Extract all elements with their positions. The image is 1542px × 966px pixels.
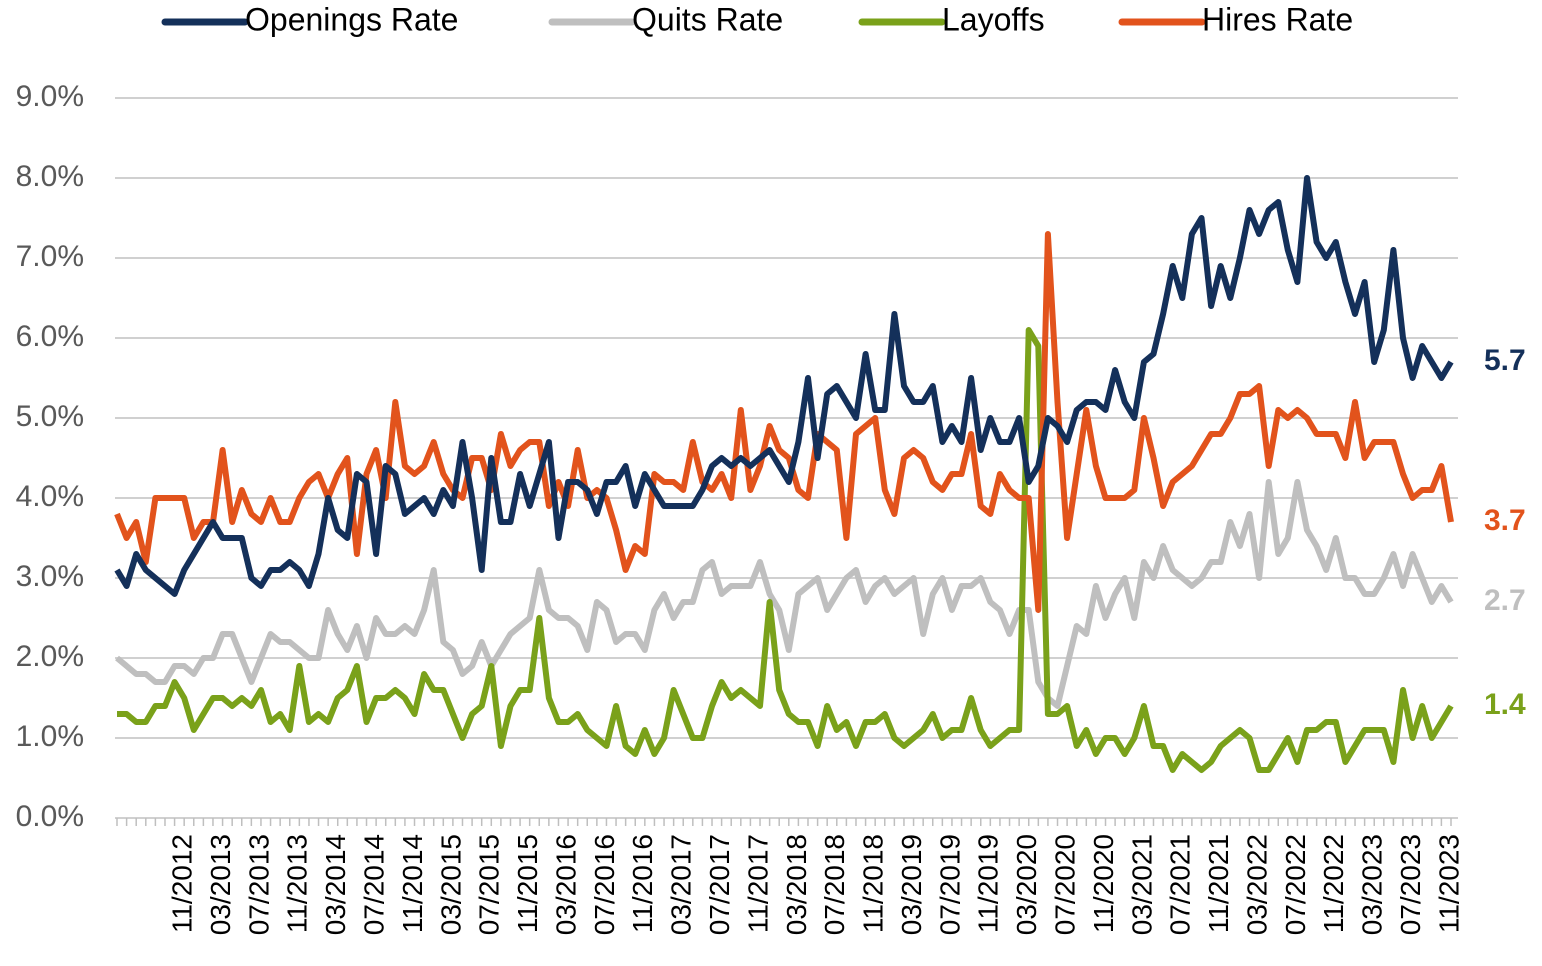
y-tick-label: 8.0% xyxy=(16,160,84,193)
legend-label: Hires Rate xyxy=(1202,1,1353,37)
series-line xyxy=(115,479,1454,709)
x-tick-label: 07/2014 xyxy=(359,834,390,935)
x-tick-label: 11/2012 xyxy=(167,834,198,933)
series-line xyxy=(114,175,1454,597)
x-tick-label: 07/2017 xyxy=(704,834,735,935)
x-tick-label: 03/2016 xyxy=(550,834,581,935)
x-tick-label: 03/2013 xyxy=(205,834,236,935)
x-tick-label: 11/2014 xyxy=(397,834,428,933)
x-tick-label: 11/2020 xyxy=(1088,834,1119,933)
x-tick-label: 11/2021 xyxy=(1203,834,1234,933)
x-tick-label: 07/2022 xyxy=(1280,834,1311,935)
x-tick-label: 03/2020 xyxy=(1011,834,1042,935)
y-tick-label: 9.0% xyxy=(16,80,84,113)
x-tick-label: 11/2023 xyxy=(1433,834,1464,933)
end-label: 5.7 xyxy=(1484,344,1526,377)
x-tick-label: 11/2013 xyxy=(282,834,313,933)
y-tick-label: 5.0% xyxy=(16,400,84,433)
legend-label: Openings Rate xyxy=(245,1,458,37)
y-tick-label: 1.0% xyxy=(16,720,84,753)
legend-label: Quits Rate xyxy=(632,1,783,37)
x-tick-label: 07/2015 xyxy=(474,834,505,935)
x-tick-label: 11/2017 xyxy=(742,834,773,933)
end-label: 3.7 xyxy=(1484,504,1526,537)
x-tick-label: 11/2016 xyxy=(627,834,658,933)
y-tick-label: 3.0% xyxy=(16,560,84,593)
y-tick-label: 4.0% xyxy=(16,480,84,513)
x-tick-label: 11/2015 xyxy=(512,834,543,933)
x-tick-label: 03/2018 xyxy=(781,834,812,935)
y-tick-label: 0.0% xyxy=(16,800,84,833)
x-tick-label: 11/2022 xyxy=(1318,834,1349,933)
x-tick-label: 03/2015 xyxy=(435,834,466,935)
x-tick-label: 03/2014 xyxy=(320,834,351,935)
x-tick-label: 03/2022 xyxy=(1241,834,1272,935)
x-tick-label: 03/2023 xyxy=(1357,834,1388,935)
series-line xyxy=(117,327,1454,773)
y-tick-label: 2.0% xyxy=(16,640,84,673)
x-tick-label: 07/2023 xyxy=(1395,834,1426,935)
y-tick-label: 6.0% xyxy=(16,320,84,353)
x-tick-label: 03/2019 xyxy=(896,834,927,935)
x-tick-label: 03/2017 xyxy=(666,834,697,935)
end-label: 2.7 xyxy=(1484,584,1526,617)
x-tick-label: 07/2016 xyxy=(589,834,620,935)
x-tick-label: 07/2013 xyxy=(243,834,274,935)
x-tick-label: 11/2018 xyxy=(858,834,889,933)
series-line xyxy=(114,231,1454,613)
x-tick-label: 11/2019 xyxy=(973,834,1004,933)
x-tick-label: 07/2019 xyxy=(934,834,965,935)
x-tick-label: 07/2018 xyxy=(819,834,850,935)
y-tick-label: 7.0% xyxy=(16,240,84,273)
legend-label: Layoffs xyxy=(942,1,1045,37)
end-label: 1.4 xyxy=(1484,688,1526,721)
x-tick-label: 03/2021 xyxy=(1126,834,1157,935)
x-tick-label: 07/2020 xyxy=(1050,834,1081,935)
x-tick-label: 07/2021 xyxy=(1165,834,1196,935)
